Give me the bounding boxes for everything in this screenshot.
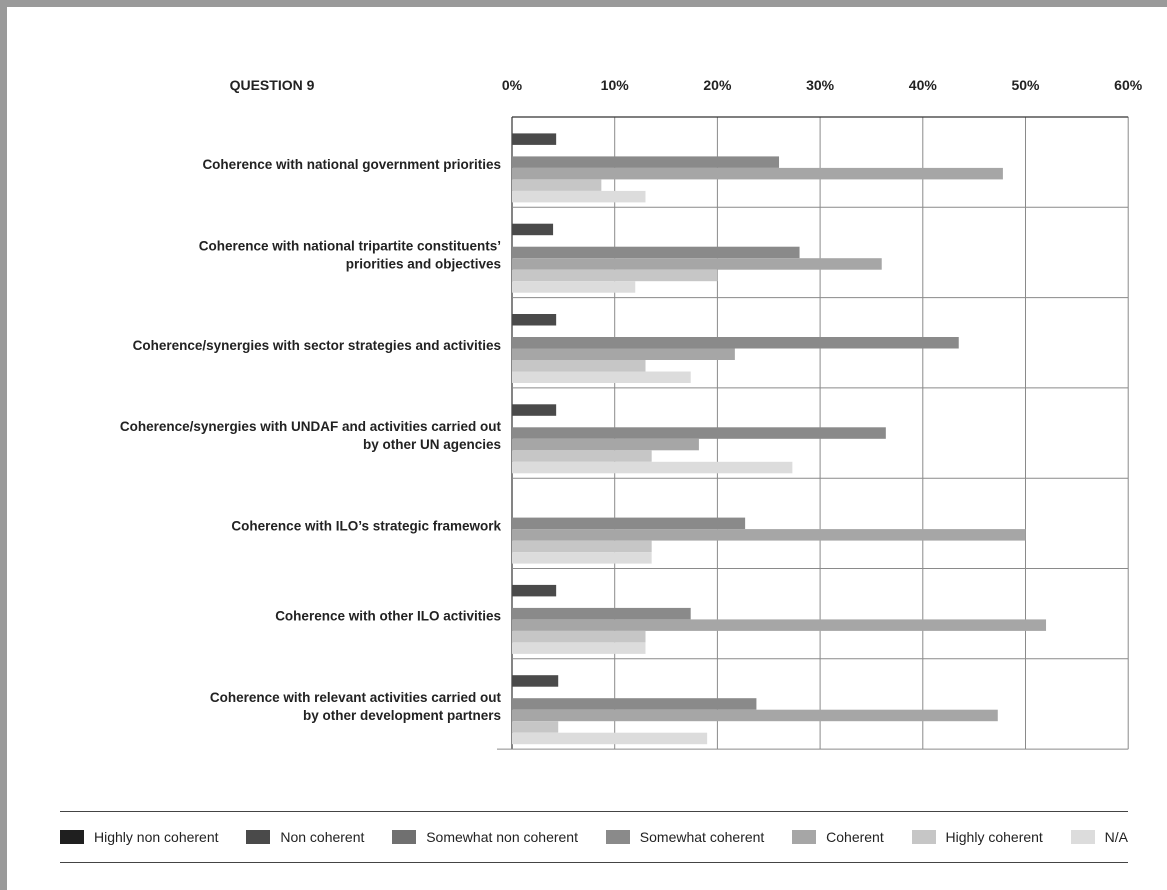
category-label: Coherence/synergies with UNDAF and activ… [120,419,502,434]
x-tick-label: 20% [703,77,732,93]
legend-swatch [605,830,630,844]
category-label: Coherence with other ILO activities [275,609,501,624]
bar [512,698,757,710]
bar [512,337,959,349]
legend-swatch [911,830,936,844]
bar [512,630,646,643]
legend-item: Somewhat non coherent [392,829,578,845]
bar [512,642,646,654]
category-label: Coherence with relevant activities carri… [210,690,502,705]
category-label: by other UN agencies [363,437,501,452]
bar [512,584,557,597]
bar [512,223,554,236]
legend-label: Coherent [826,829,884,845]
bar [512,246,800,259]
legend-label: Highly non coherent [94,829,219,845]
bar [512,190,646,203]
x-tick-label: 60% [1114,77,1143,93]
legend-item: Non coherent [246,829,364,845]
bar [512,404,557,416]
legend-swatch [392,830,417,844]
x-tick-label: 40% [909,77,938,93]
legend-swatch [60,830,84,844]
bar [512,348,735,360]
bar [512,529,1026,541]
legend-swatch [1070,830,1095,844]
bar [512,156,780,168]
bar [512,258,882,270]
bar [512,709,998,722]
bar [512,281,636,293]
x-tick-label: 0% [502,77,523,93]
bar [512,552,652,564]
category-label: priorities and objectives [346,256,501,271]
legend-label: Highly coherent [945,829,1043,845]
legend-item: N/A [1070,829,1128,845]
category-label: Coherence/synergies with sector strategi… [133,338,501,353]
bar [512,179,602,191]
bar [512,461,793,474]
bar [512,450,652,462]
bar [512,314,557,326]
bar [512,427,886,439]
category-label: Coherence with ILO’s strategic framework [231,518,501,533]
chart-title: QUESTION 9 [230,77,315,93]
legend-item: Highly non coherent [60,829,219,845]
legend-label: Somewhat coherent [639,829,765,845]
legend-swatch [792,830,817,844]
legend-label: Somewhat non coherent [426,829,578,845]
bar [512,269,718,282]
bar [512,619,1047,631]
bar [512,438,699,451]
category-label: Coherence with national tripartite const… [199,238,501,253]
legend-swatch [246,830,271,844]
x-axis-ticks: 0% 10% 20% 30% 40% 50% 60% [502,77,1143,93]
bar [512,732,708,745]
legend-item: Coherent [792,829,884,845]
bar [512,517,746,530]
bar [512,607,691,620]
bar [512,675,559,687]
bar [512,167,1003,180]
legend-label: N/A [1104,829,1128,845]
x-tick-label: 50% [1011,77,1040,93]
legend: Highly non coherent Non coherent Somewhat … [60,811,1128,863]
legend-item: Somewhat coherent [605,829,765,845]
legend-label: Non coherent [280,829,365,845]
bar [512,540,652,553]
legend-item: Highly coherent [911,829,1043,845]
category-label: Coherence with national government prior… [202,157,501,172]
grid [497,116,1129,750]
bar [512,371,691,383]
bar [512,360,646,372]
bar [512,133,557,145]
bars [512,133,1047,745]
bar [512,721,559,733]
category-label: by other development partners [303,708,501,723]
x-tick-label: 30% [806,77,835,93]
x-tick-label: 10% [601,77,630,93]
category-labels: Coherence with national government prior… [120,157,502,723]
